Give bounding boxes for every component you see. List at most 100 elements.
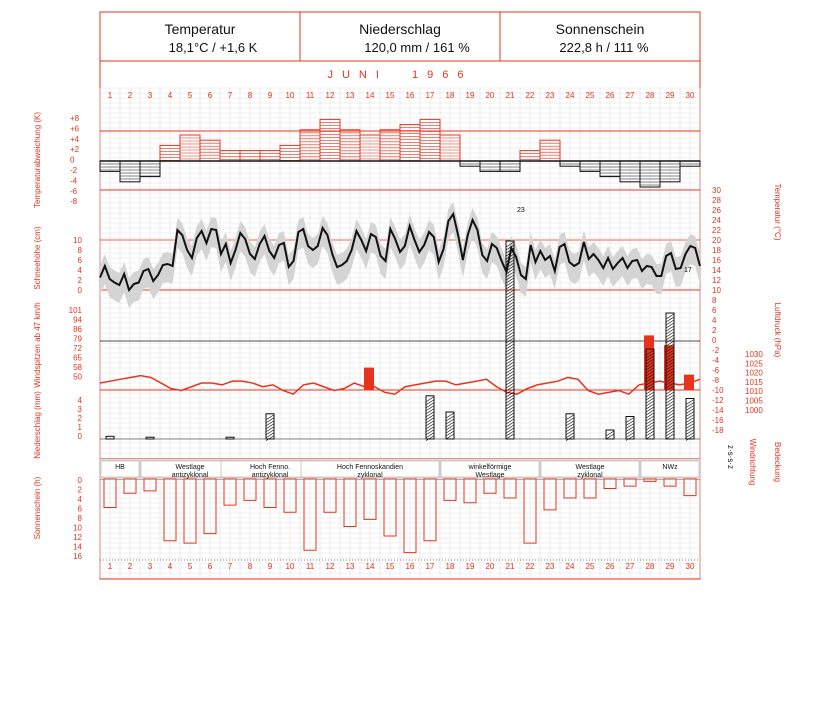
day-label-bottom: 27	[626, 562, 635, 571]
precip-hatch	[665, 406, 675, 413]
sunshine-bar	[243, 478, 257, 501]
precip-hatch	[425, 405, 435, 412]
day-label-top: 23	[546, 91, 555, 100]
temp-anomaly-tick: -6	[70, 187, 78, 196]
temperature-tick: -16	[712, 416, 724, 425]
precip-hatch	[665, 418, 675, 425]
precip-hatch	[645, 373, 655, 380]
day-label-top: 1	[108, 91, 113, 100]
precip-hatch	[265, 435, 275, 442]
wind-direction-key: z·s·s·z	[726, 445, 735, 469]
precip-hatch	[685, 411, 695, 417]
anomaly-bar	[139, 160, 161, 178]
sunshine-tick: 16	[73, 552, 82, 561]
day-label-top: 21	[506, 91, 515, 100]
precip-hatch	[445, 421, 455, 428]
day-label-top: 17	[426, 91, 435, 100]
day-label-top: 25	[586, 91, 595, 100]
precip-hatch	[505, 274, 515, 281]
temp-anomaly-tick: -8	[70, 197, 78, 206]
precip-hatch	[665, 415, 675, 422]
precip-hatch	[685, 435, 695, 441]
weather-type-cell	[640, 460, 700, 478]
day-label-top: 15	[386, 91, 395, 100]
temperature-tick: 24	[712, 216, 721, 225]
temperature-tick: -12	[712, 396, 724, 405]
day-label-bottom: 1	[108, 562, 113, 571]
temperature-tick: 30	[712, 186, 721, 195]
weather-type-label: Westlage	[175, 464, 204, 471]
precip-hatch	[565, 429, 575, 436]
precip-hatch	[645, 424, 655, 431]
precip-hatch	[505, 394, 515, 401]
precip-hatch	[505, 271, 515, 278]
temperature-tick: 16	[712, 256, 721, 265]
temperature-tick: 28	[712, 196, 721, 205]
temperature-tick: -4	[712, 356, 720, 365]
sunshine-bar	[383, 478, 397, 537]
wind-peak-bar	[364, 367, 374, 390]
day-label-top: 19	[466, 91, 475, 100]
weather-type-label: HB	[115, 464, 125, 471]
precip-hatch	[665, 385, 675, 392]
day-label-top: 3	[148, 91, 153, 100]
snow-tick: 6	[78, 256, 83, 265]
precip-hatch	[685, 420, 695, 426]
day-label-bottom: 29	[666, 562, 675, 571]
precip-hatch	[685, 417, 695, 423]
day-label-top: 27	[626, 91, 635, 100]
precip-hatch	[505, 283, 515, 290]
day-label-bottom: 21	[506, 562, 515, 571]
precip-hatch	[625, 423, 635, 429]
wind-tick: 58	[73, 363, 82, 372]
precip-hatch	[665, 433, 675, 440]
day-label-top: 4	[168, 91, 173, 100]
day-label-top: 10	[286, 91, 295, 100]
precip-hatch	[505, 301, 515, 308]
precip-hatch	[565, 426, 575, 433]
precip-hatch	[505, 256, 515, 263]
temperature-axis-title: Temperatur (°C)	[773, 184, 782, 241]
weather-type-label: antizyklonal	[172, 472, 209, 479]
temperature-tick: 14	[712, 266, 721, 275]
precip-hatch	[645, 412, 655, 419]
temperature-bands	[100, 202, 700, 308]
precip-hatch	[505, 247, 515, 254]
precip-hatch	[445, 412, 455, 419]
precip-hatch	[665, 337, 675, 344]
wind-direction-axis-title: Windrichtung	[748, 439, 757, 486]
sunshine-bar	[363, 478, 377, 520]
day-label-top: 6	[208, 91, 213, 100]
sunshine-tick: 6	[78, 505, 83, 514]
precip-hatch	[505, 292, 515, 299]
precip-hatch	[265, 423, 275, 430]
precip-hatch	[505, 277, 515, 284]
day-label-top: 29	[666, 91, 675, 100]
precipitation-title: Niederschlag	[359, 21, 441, 37]
precip-bar	[505, 240, 515, 440]
sunshine-axis-title: Sonnenschein (h)	[33, 476, 42, 539]
precip-hatch	[665, 409, 675, 416]
precip-hatch	[685, 432, 695, 438]
precip-hatch	[505, 331, 515, 338]
precip-hatch	[645, 379, 655, 386]
day-label-bottom: 6	[208, 562, 213, 571]
precip-hatch	[425, 420, 435, 427]
sunshine-tick: 10	[73, 524, 82, 533]
precip-hatch	[505, 409, 515, 416]
precip-hatch	[685, 405, 695, 411]
precip-hatch	[665, 427, 675, 434]
precip-hatch	[445, 415, 455, 422]
precip-hatch	[505, 304, 515, 311]
sunshine-bar	[623, 478, 637, 487]
precip-hatch	[645, 349, 655, 356]
precip-hatch	[505, 388, 515, 395]
day-label-bottom: 22	[526, 562, 535, 571]
precip-hatch	[645, 418, 655, 425]
temperature-value: 18,1°C / +1,6 K	[169, 40, 258, 55]
snow-tick: 2	[78, 276, 83, 285]
day-label-top: 11	[306, 91, 315, 100]
pressure-tick: 1005	[745, 397, 763, 406]
precip-hatch	[625, 420, 635, 426]
precip-hatch	[505, 289, 515, 296]
